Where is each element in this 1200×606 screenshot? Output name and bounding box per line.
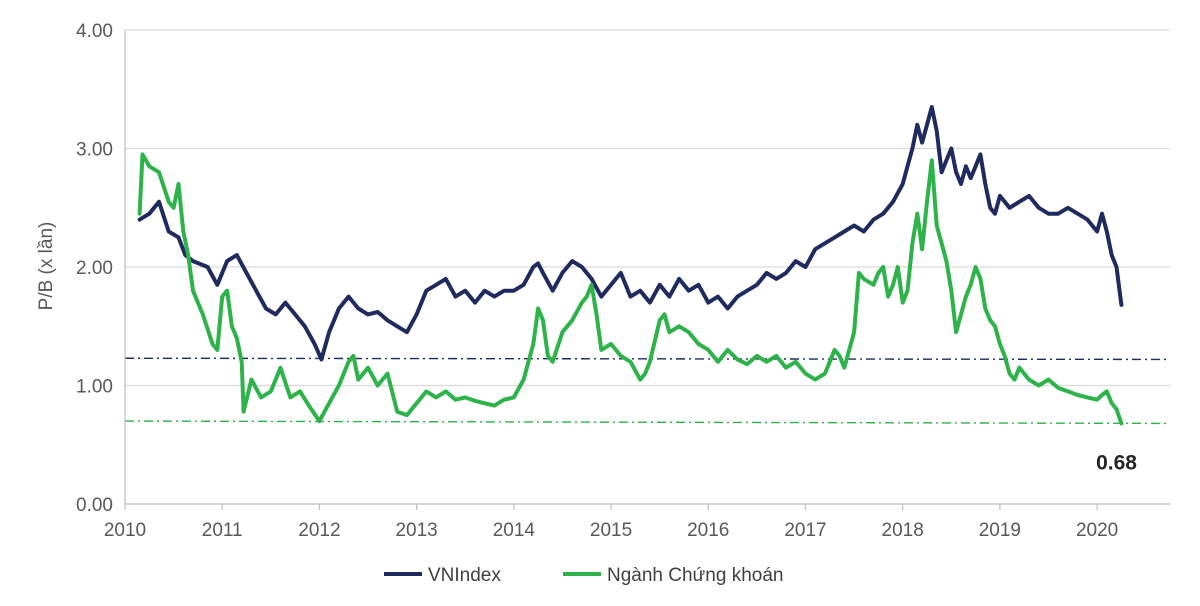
- reference-lines: [124, 357, 1171, 425]
- legend: VNIndex Ngành Chứng khoán: [384, 565, 783, 586]
- y-tick-label: 3.00: [76, 140, 113, 161]
- reference-line: [124, 357, 1171, 361]
- axes: [124, 30, 1170, 510]
- x-tick-label: 2018: [882, 520, 924, 541]
- x-tick-label: 2012: [298, 520, 340, 541]
- x-tick-label: 2019: [979, 520, 1021, 541]
- gridlines: [125, 29, 1170, 387]
- y-tick-labels: 0.00 1.00 2.00 3.00 4.00: [76, 21, 113, 516]
- x-tick-label: 2013: [395, 520, 437, 541]
- x-tick-label: 2016: [687, 520, 729, 541]
- nganh-chung-khoan-line: [137, 152, 1124, 426]
- reference-line: [124, 420, 1171, 425]
- annotation-label: 0.68: [1096, 451, 1137, 474]
- x-tick-label: 2015: [590, 520, 632, 541]
- x-tick-labels: 2010 2011 2012 2013 2014 2015 2016 2017 2018 2019…: [104, 520, 1118, 541]
- x-tick-label: 2010: [104, 520, 146, 541]
- y-axis-title: P/B (x lần): [36, 222, 57, 311]
- vnindex-line: [137, 105, 1124, 362]
- legend-label: VNIndex: [428, 565, 501, 586]
- y-tick-label: 2.00: [76, 258, 113, 279]
- x-tick-label: 2020: [1076, 520, 1118, 541]
- series-lines: [137, 105, 1124, 426]
- x-tick-label: 2011: [202, 520, 243, 541]
- y-tick-label: 0.00: [76, 495, 113, 516]
- y-tick-label: 1.00: [76, 377, 113, 398]
- legend-label: Ngành Chứng khoán: [607, 565, 783, 586]
- x-tick-label: 2017: [784, 520, 826, 541]
- y-tick-label: 4.00: [76, 21, 113, 42]
- x-tick-label: 2014: [493, 520, 536, 541]
